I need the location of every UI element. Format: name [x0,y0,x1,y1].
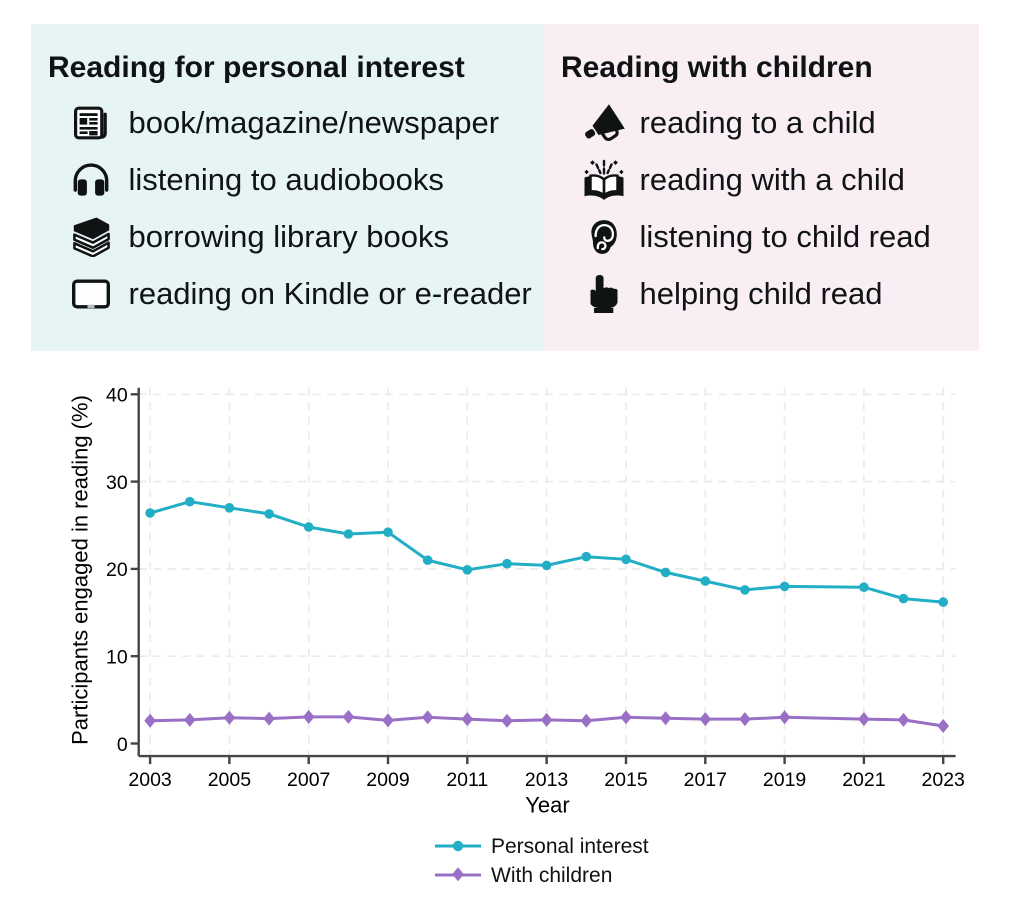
svg-text:2015: 2015 [604,769,648,791]
svg-text:2007: 2007 [287,769,330,791]
svg-text:2019: 2019 [763,769,806,791]
svg-text:30: 30 [106,472,128,494]
svg-text:2017: 2017 [684,769,727,791]
svg-text:10: 10 [106,647,128,669]
svg-text:2003: 2003 [128,769,171,791]
svg-text:2023: 2023 [922,769,965,791]
svg-text:2011: 2011 [446,769,488,791]
svg-text:2009: 2009 [366,769,409,791]
svg-text:2013: 2013 [525,769,568,791]
svg-text:0: 0 [117,734,128,756]
svg-text:With children: With children [491,864,612,887]
svg-text:Personal interest: Personal interest [491,835,649,858]
svg-text:20: 20 [106,559,128,581]
svg-text:2005: 2005 [208,769,252,791]
svg-text:2021: 2021 [842,769,885,791]
svg-text:Participants engaged in readin: Participants engaged in reading (%) [68,395,93,745]
svg-text:40: 40 [106,385,128,407]
svg-text:Year: Year [525,793,569,818]
